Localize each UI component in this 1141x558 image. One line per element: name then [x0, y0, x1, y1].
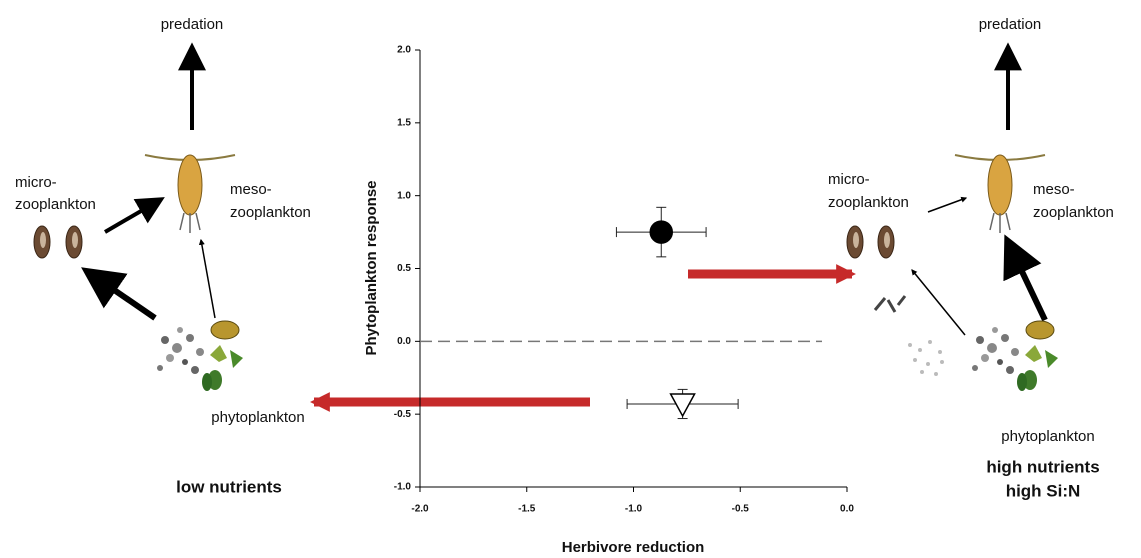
y-axis-label: Phytoplankton response — [363, 180, 380, 355]
y-tick-label: 1.5 — [397, 117, 411, 128]
arrow — [103, 197, 165, 234]
phytoplankton-label: phytoplankton — [1001, 428, 1094, 445]
ciliate-icon — [33, 225, 51, 259]
y-tick-label: 0.0 — [397, 336, 411, 347]
meso-label: meso- — [230, 181, 272, 198]
y-tick-label: 1.0 — [397, 190, 411, 201]
phytoplankton-icon — [971, 320, 1059, 392]
x-tick-label: -1.5 — [518, 504, 536, 515]
predation-label: predation — [979, 16, 1042, 33]
y-tick-label: -0.5 — [394, 409, 412, 420]
phytoplankton-label: phytoplankton — [211, 409, 304, 426]
condition-label: high Si:N — [1006, 481, 1081, 500]
x-tick-label: -2.0 — [411, 504, 429, 515]
arrow — [927, 196, 968, 213]
x-axis-label: Herbivore reduction — [562, 539, 705, 556]
point — [649, 220, 674, 244]
y-tick-label: 0.5 — [397, 263, 411, 274]
arrow — [1003, 234, 1048, 322]
meso-label: zooplankton — [230, 204, 311, 221]
x-tick-label: -0.5 — [732, 504, 750, 515]
condition-label: high nutrients — [986, 457, 1099, 476]
copepod-icon — [144, 154, 236, 234]
arrow — [198, 238, 216, 319]
ciliate-icon — [877, 225, 895, 259]
diatom-icon — [873, 295, 907, 313]
x-tick-label: -1.0 — [625, 504, 643, 515]
predation-label: predation — [161, 16, 224, 33]
ciliate-icon — [65, 225, 83, 259]
point — [669, 393, 696, 418]
phytoplankton-icon — [156, 320, 244, 392]
micro-label: micro- — [15, 174, 57, 191]
ciliate-icon — [846, 225, 864, 259]
condition-label: low nutrients — [176, 477, 282, 496]
arrow — [911, 269, 966, 336]
small-phyto-icon — [908, 340, 944, 376]
y-tick-label: -1.0 — [394, 482, 412, 493]
arrow — [81, 267, 157, 321]
y-tick-label: 2.0 — [397, 45, 411, 56]
meso-label: meso- — [1033, 181, 1075, 198]
micro-label: micro- — [828, 171, 870, 188]
copepod-icon — [954, 154, 1046, 234]
x-tick-label: 0.0 — [840, 504, 854, 515]
micro-label: zooplankton — [828, 194, 909, 211]
micro-label: zooplankton — [15, 196, 96, 213]
meso-label: zooplankton — [1033, 204, 1114, 221]
